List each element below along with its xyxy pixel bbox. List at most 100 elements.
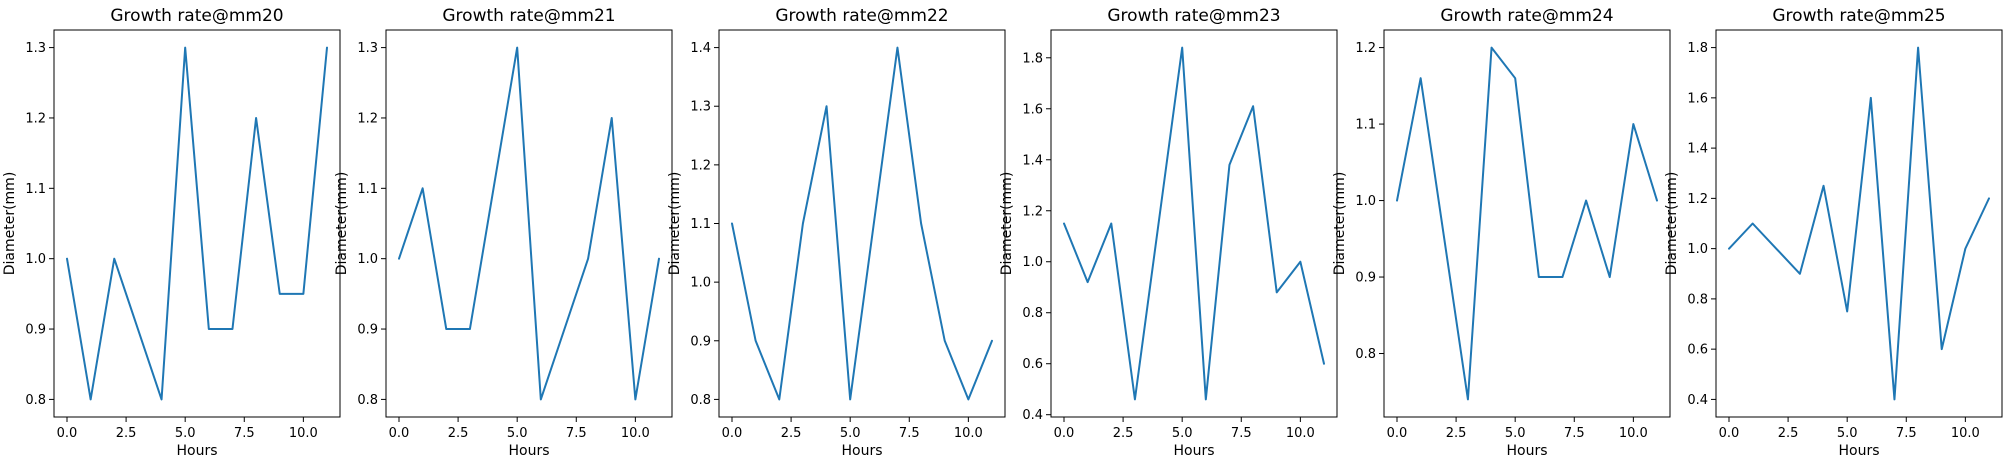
y-tick-label: 1.0 (1022, 255, 1043, 270)
x-axis-label: Hours (841, 443, 882, 459)
chart-title: Growth rate@mm21 (442, 6, 615, 26)
x-tick-label: 2.5 (1778, 426, 1799, 441)
x-tick-label: 10.0 (1619, 426, 1648, 441)
y-tick-label: 1.1 (1355, 118, 1376, 133)
y-tick-label: 1.1 (25, 182, 46, 197)
subplot-4: Growth rate@mm23 0.0 2.5 5.0 7.5 10.0 0.4 0.6 0.… (999, 6, 1338, 459)
y-tick-label: 1.3 (357, 41, 378, 56)
y-axis-label: Diameter(mm) (999, 172, 1015, 276)
y-tick-label: 1.2 (357, 111, 378, 126)
x-tick-label: 10.0 (1951, 426, 1980, 441)
x-axis-label: Hours (176, 443, 217, 459)
x-axis-label: Hours (1173, 443, 1214, 459)
y-tick-label: 1.1 (690, 217, 711, 232)
y-tick-label: 0.9 (25, 323, 46, 338)
x-tick-label: 2.5 (1113, 426, 1134, 441)
x-tick-label: 7.5 (1896, 426, 1917, 441)
subplot-1: Growth rate@mm20 0.0 2.5 5.0 7.5 10.0 0.8 0.9 1.… (2, 6, 341, 459)
y-tick-label: 0.8 (25, 393, 46, 408)
x-tick-label: 5.0 (507, 426, 528, 441)
y-tick-label: 1.1 (357, 182, 378, 197)
x-tick-label: 0.0 (1719, 426, 1740, 441)
y-tick-label: 1.4 (1687, 142, 1708, 157)
x-axis-label: Hours (508, 443, 549, 459)
y-axis-label: Diameter(mm) (667, 172, 683, 276)
y-tick-label: 1.6 (1022, 102, 1043, 117)
x-tick-label: 2.5 (781, 426, 802, 441)
x-tick-label: 0.0 (1054, 426, 1075, 441)
y-tick-label: 0.8 (357, 393, 378, 408)
y-tick-label: 0.8 (1355, 347, 1376, 362)
y-tick-label: 0.6 (1022, 357, 1043, 372)
x-tick-label: 10.0 (954, 426, 983, 441)
y-axis-label: Diameter(mm) (1664, 172, 1680, 276)
y-tick-label: 1.8 (1022, 51, 1043, 66)
chart-title: Growth rate@mm20 (110, 6, 283, 26)
y-tick-label: 0.4 (1687, 393, 1708, 408)
y-tick-label: 1.0 (1687, 242, 1708, 257)
plot-frame (1715, 29, 2003, 418)
y-tick-label: 0.9 (357, 323, 378, 338)
y-tick-label: 1.2 (1687, 192, 1708, 207)
y-tick-label: 1.0 (357, 252, 378, 267)
y-axis-label: Diameter(mm) (334, 172, 350, 276)
y-tick-label: 1.3 (690, 100, 711, 115)
x-tick-label: 2.5 (1446, 426, 1467, 441)
plot-frame (1050, 29, 1338, 418)
y-tick-label: 1.8 (1687, 41, 1708, 56)
x-tick-label: 2.5 (116, 426, 137, 441)
series-line (1063, 46, 1325, 401)
y-tick-label: 1.4 (690, 41, 711, 56)
x-tick-label: 10.0 (1286, 426, 1315, 441)
series-line (1728, 46, 1990, 401)
chart-title: Growth rate@mm23 (1107, 6, 1280, 26)
plot-frame (1383, 29, 1671, 418)
y-tick-label: 1.0 (1355, 194, 1376, 209)
y-tick-label: 1.3 (25, 41, 46, 56)
x-tick-label: 0.0 (57, 426, 78, 441)
x-tick-label: 0.0 (1387, 426, 1408, 441)
x-tick-label: 0.0 (389, 426, 410, 441)
y-tick-label: 0.8 (1687, 292, 1708, 307)
y-tick-label: 1.4 (1022, 153, 1043, 168)
chart-title: Growth rate@mm22 (775, 6, 948, 26)
y-tick-label: 0.6 (1687, 343, 1708, 358)
x-tick-label: 7.5 (566, 426, 587, 441)
series-line (731, 46, 993, 401)
chart-title: Growth rate@mm24 (1440, 6, 1613, 26)
y-tick-label: 1.2 (1355, 41, 1376, 56)
x-tick-label: 7.5 (899, 426, 920, 441)
subplot-5: Growth rate@mm24 0.0 2.5 5.0 7.5 10.0 0.8 0.9 1.… (1332, 6, 1671, 459)
x-tick-label: 2.5 (448, 426, 469, 441)
x-tick-label: 5.0 (175, 426, 196, 441)
x-tick-label: 5.0 (840, 426, 861, 441)
plot-frame (385, 29, 673, 418)
y-tick-label: 0.8 (1022, 306, 1043, 321)
x-tick-label: 7.5 (1564, 426, 1585, 441)
y-tick-label: 1.2 (1022, 204, 1043, 219)
subplot-2: Growth rate@mm21 0.0 2.5 5.0 7.5 10.0 0.8 0.9 1.… (334, 6, 673, 459)
y-tick-label: 1.2 (690, 158, 711, 173)
x-tick-label: 5.0 (1172, 426, 1193, 441)
x-axis-label: Hours (1838, 443, 1879, 459)
series-line (66, 46, 328, 401)
x-axis-label: Hours (1506, 443, 1547, 459)
series-line (1396, 46, 1658, 401)
x-tick-label: 5.0 (1837, 426, 1858, 441)
x-tick-label: 5.0 (1505, 426, 1526, 441)
y-axis-label: Diameter(mm) (2, 172, 18, 276)
y-tick-label: 0.9 (1355, 271, 1376, 286)
y-tick-label: 1.6 (1687, 91, 1708, 106)
x-tick-label: 10.0 (621, 426, 650, 441)
y-tick-label: 1.0 (25, 252, 46, 267)
x-tick-label: 7.5 (1231, 426, 1252, 441)
x-tick-label: 0.0 (722, 426, 743, 441)
subplot-6: Growth rate@mm25 0.0 2.5 5.0 7.5 10.0 0.4 0.6 0.… (1664, 6, 2003, 459)
y-tick-label: 0.4 (1022, 408, 1043, 423)
chart-title: Growth rate@mm25 (1772, 6, 1945, 26)
y-tick-label: 1.2 (25, 111, 46, 126)
x-tick-label: 7.5 (234, 426, 255, 441)
x-tick-label: 10.0 (289, 426, 318, 441)
y-axis-label: Diameter(mm) (1332, 172, 1348, 276)
